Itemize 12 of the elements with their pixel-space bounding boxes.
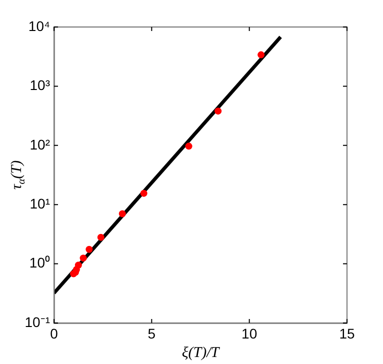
x-tick-label: 15 — [339, 325, 355, 342]
y-tick-label: 10³ — [30, 77, 50, 94]
x-tick-label: 0 — [50, 325, 58, 342]
x-axis-title: ξ(T)/T — [182, 344, 221, 361]
y-tick-label: 10⁻¹ — [24, 314, 50, 330]
y-tick-label: 10⁴ — [28, 18, 50, 34]
x-tick-label: 10 — [242, 325, 258, 342]
x-tick-label: 5 — [148, 325, 156, 342]
y-tick-label: 10¹ — [30, 195, 50, 212]
y-axis-title: τα(T) — [8, 160, 28, 190]
y-tick-label: 10² — [30, 136, 50, 152]
y-tick-label: 10⁰ — [29, 254, 50, 271]
